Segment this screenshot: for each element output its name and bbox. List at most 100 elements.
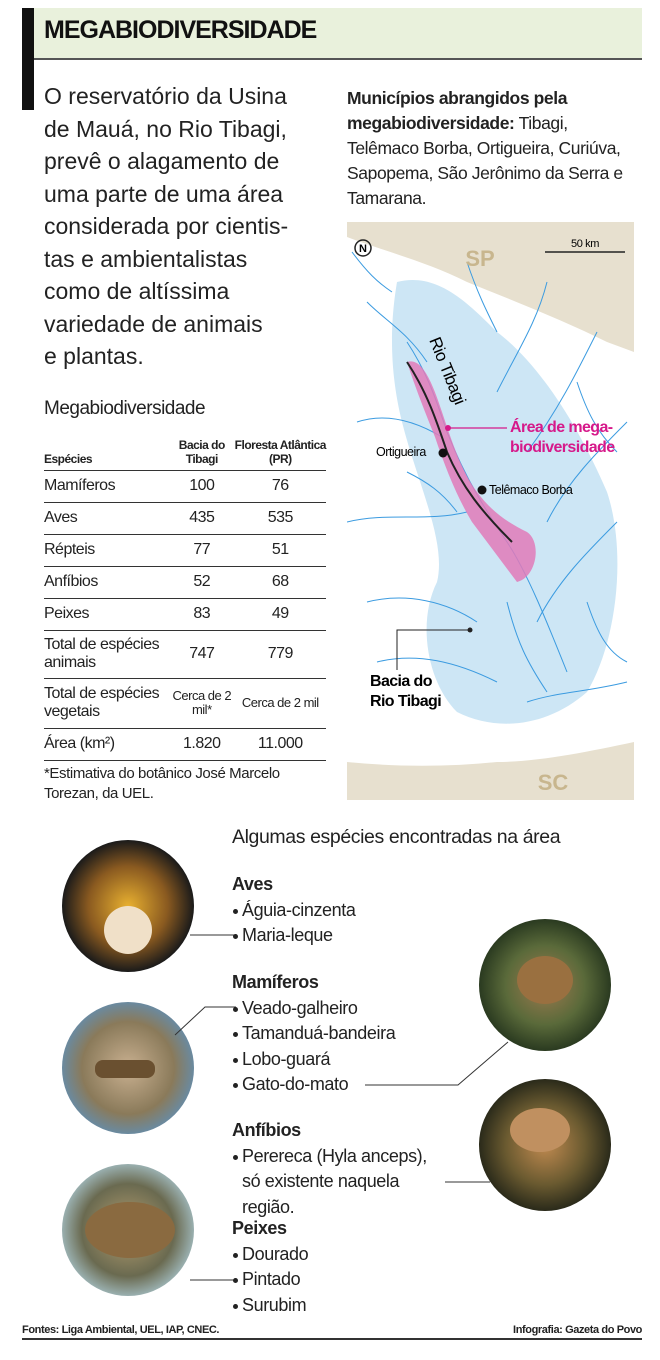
map-basin-dot xyxy=(467,627,473,633)
species-art xyxy=(62,840,611,1296)
photo-perereca xyxy=(479,1079,611,1211)
species-item: Perereca (Hyla anceps), só existente naq… xyxy=(232,1144,447,1221)
table-header: Espécies Bacia do Tibagi Floresta Atlântic… xyxy=(44,425,326,471)
table-cell: Peixes xyxy=(44,598,169,631)
intro-line: prevê o alagamento de xyxy=(44,148,280,174)
table-cell: 435 xyxy=(169,502,235,535)
intro-line: O reservatório da Usina xyxy=(44,83,287,109)
credit: Infografia: Gazeta do Povo xyxy=(513,1324,642,1336)
species-item: Lobo-guará xyxy=(232,1047,462,1073)
header-bar xyxy=(22,8,34,110)
intro-line: considerada por cientis- xyxy=(44,213,289,239)
municipios: Municípios abrangidos pela megabiodivers… xyxy=(347,86,642,211)
intro-line: tas e ambientalistas xyxy=(44,245,248,272)
table-cell: Cerca de 2 mil* xyxy=(169,678,235,729)
map-sp: SP xyxy=(465,246,494,271)
table-cell: 747 xyxy=(169,630,235,679)
map: N 50 km SP SC Rio Tibagi Área de mega- b… xyxy=(347,222,634,800)
table-cell: 76 xyxy=(234,470,326,503)
table-cell: Aves xyxy=(44,502,169,535)
map-city: Ortigueira xyxy=(376,445,426,459)
species-item: Gato-do-mato xyxy=(232,1072,462,1098)
table-cell: Mamíferos xyxy=(44,470,169,503)
table-cell: 52 xyxy=(169,566,235,599)
table-cell: Anfíbios xyxy=(44,566,169,599)
table: Espécies Bacia do Tibagi Floresta Atlântic… xyxy=(44,425,326,761)
table-row: Mamíferos 100 76 xyxy=(44,470,326,503)
species-item: Maria-leque xyxy=(232,923,462,949)
group-name: Mamíferos xyxy=(232,972,319,992)
table-cell: 49 xyxy=(234,598,326,631)
table-cell: 1.820 xyxy=(169,728,235,761)
map-city-dot xyxy=(477,485,487,495)
intro-line: como de altíssima xyxy=(44,278,230,304)
municipios-label: Municípios abrangidos pela megabiodivers… xyxy=(347,88,568,133)
intro-line: variedade de animais xyxy=(44,310,263,337)
table-cell: 100 xyxy=(169,470,235,503)
map-north: N xyxy=(359,243,367,255)
table-cell: Cerca de 2 mil xyxy=(234,678,326,729)
table-row: Total de espécies animais 747 779 xyxy=(44,630,326,679)
footer-rule xyxy=(22,1338,642,1340)
map-north-circle xyxy=(354,239,372,257)
species-group: Anfíbios Perereca (Hyla anceps), só exist… xyxy=(232,1118,447,1220)
table-cell: 51 xyxy=(234,534,326,567)
map-basin-connector xyxy=(396,629,470,670)
map-area xyxy=(407,361,536,582)
species-group: Aves Águia-cinzenta Maria-leque xyxy=(232,872,462,949)
species-group: Mamíferos Veado-galheiro Tamanduá-bandeira… xyxy=(232,970,462,1098)
map-scale: 50 km xyxy=(571,238,599,250)
table-row: Total de espécies vegetais Cerca de 2 mil… xyxy=(44,678,326,729)
species-item: Dourado xyxy=(232,1242,462,1268)
table-cell: 83 xyxy=(169,598,235,631)
title: MEGABIODIVERSIDADE xyxy=(44,16,317,44)
group-name: Anfíbios xyxy=(232,1120,301,1140)
table-row: Répteis 77 51 xyxy=(44,534,326,567)
map-rivers xyxy=(347,251,628,703)
photo-peixes xyxy=(62,1164,194,1296)
photo-gato xyxy=(479,919,611,1051)
photo-aves xyxy=(62,840,194,972)
intro: O reservatório da Usina de Mauá, no Rio T… xyxy=(44,80,288,373)
intro-line: e plantas. xyxy=(44,343,144,369)
map-basin-label: Bacia do xyxy=(370,673,433,690)
species-title: Algumas espécies encontradas na área xyxy=(232,826,561,848)
map-city: Telêmaco Borba xyxy=(489,483,573,497)
group-name: Peixes xyxy=(232,1218,287,1238)
intro-line: uma parte de uma área xyxy=(44,180,284,207)
species-item: Águia-cinzenta xyxy=(232,898,462,924)
map-basin xyxy=(392,280,618,724)
map-sc: SC xyxy=(538,770,569,795)
group-name: Aves xyxy=(232,874,273,894)
footnote: *Estimativa do botânico José Marcelo Tor… xyxy=(44,765,280,802)
header-cell: Bacia do Tibagi xyxy=(169,425,235,471)
sources: Fontes: Liga Ambiental, UEL, IAP, CNEC. xyxy=(22,1324,220,1336)
table-row: Anfíbios 52 68 xyxy=(44,566,326,599)
table-title: Megabiodiversidade xyxy=(44,398,206,419)
table-row: Área (km²) 1.820 11.000 xyxy=(44,728,326,761)
header-cell: Floresta Atlântica (PR) xyxy=(234,425,326,471)
table-cell: Répteis xyxy=(44,534,169,567)
table-cell: 535 xyxy=(234,502,326,535)
connectors xyxy=(174,934,509,1281)
species-item: Tamanduá-bandeira xyxy=(232,1021,462,1047)
species-item: Surubim xyxy=(232,1293,462,1319)
intro-line: de Mauá, no Rio Tibagi, xyxy=(44,115,287,142)
photo-mamiferos xyxy=(62,1002,194,1134)
map-area-label: Área de mega- xyxy=(510,417,613,436)
table-row: Peixes 83 49 xyxy=(44,598,326,631)
species-item: Veado-galheiro xyxy=(232,996,462,1022)
header-band xyxy=(22,8,642,60)
table-cell: 68 xyxy=(234,566,326,599)
map-city-dot xyxy=(438,448,448,458)
table-cell: 779 xyxy=(234,630,326,679)
map-area-label: biodiversidade xyxy=(510,439,615,456)
table-cell: 77 xyxy=(169,534,235,567)
map-area-dot xyxy=(445,425,451,431)
species-item: Pintado xyxy=(232,1267,462,1293)
table-cell: Total de espécies vegetais xyxy=(44,678,169,729)
header-cell: Espécies xyxy=(44,425,169,471)
municipios-text: Tibagi, Telêmaco Borba, Ortigueira, Curi… xyxy=(347,113,623,208)
table-cell: Área (km²) xyxy=(44,728,169,761)
